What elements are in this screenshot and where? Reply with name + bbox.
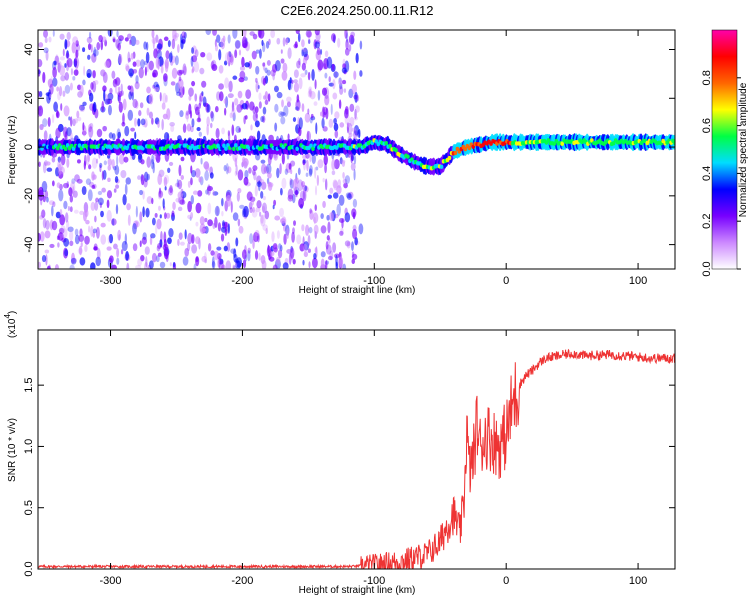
- snr-multiplier-exponent: 4: [3, 314, 12, 319]
- y-tick-label: 1.5: [23, 378, 35, 393]
- spectrogram-image: [38, 30, 675, 269]
- svg-text:(x104): (x104): [3, 311, 18, 338]
- snr-panel: -300 -200 -100 0 100 0.0 0.5 1.0 1.5 Height of …: [3, 311, 676, 596]
- colorbar-ticks: 0.0 0.2 0.4 0.6 0.8: [701, 70, 741, 277]
- y-tick-label: 1.0: [23, 439, 35, 454]
- colorbar-tick-label: 0.6: [701, 118, 713, 133]
- y-tick-label: 0.0: [23, 561, 35, 576]
- spectrogram-y-ticks: -40 -20 0 20 40: [23, 43, 675, 253]
- x-tick-label: -300: [100, 575, 122, 587]
- spectrogram-x-ticks: -300 -200 -100 0 100: [100, 30, 647, 287]
- x-tick-label: -100: [363, 275, 385, 287]
- colorbar-gradient: [711, 29, 738, 270]
- y-tick-label: 40: [23, 43, 35, 55]
- colorbar-tick-label: 0.4: [701, 166, 713, 181]
- colorbar-label: Normalized spectral amplitude: [738, 82, 749, 217]
- y-tick-label: -40: [23, 237, 35, 253]
- y-tick-label: -20: [23, 188, 35, 204]
- colorbar-tick-label: 0.2: [701, 214, 713, 229]
- colorbar-tick-label: 0.8: [701, 70, 713, 85]
- x-tick-label: -200: [231, 575, 253, 587]
- snr-multiplier-base: (x10: [7, 318, 18, 338]
- snr-y-ticks: 0.0 0.5 1.0 1.5: [23, 378, 675, 577]
- x-tick-label: 0: [503, 275, 509, 287]
- y-tick-label: 0.5: [23, 500, 35, 515]
- snr-background: [38, 330, 675, 569]
- x-tick-label: -200: [231, 275, 253, 287]
- x-tick-label: -100: [363, 575, 385, 587]
- colorbar: 0.0 0.2 0.4 0.6 0.8 Normalized spectral ampl…: [701, 29, 749, 277]
- colorbar-tick-label: 0.0: [701, 261, 713, 276]
- y-tick-label: 20: [23, 92, 35, 104]
- spectrogram-frame: [37, 29, 676, 270]
- x-tick-label: -300: [100, 275, 122, 287]
- x-tick-label: 0: [503, 575, 509, 587]
- snr-x-label: Height of straight line (km): [299, 585, 416, 596]
- snr-frame: [37, 329, 676, 570]
- figure-title: C2E6.2024.250.00.11.R12: [281, 3, 434, 18]
- y-tick-label: 0: [23, 144, 35, 150]
- snr-series-line: [38, 348, 675, 569]
- spectrogram-x-label: Height of straight line (km): [299, 285, 416, 296]
- snr-x-ticks: -300 -200 -100 0 100: [100, 330, 647, 587]
- snr-y-label: SNR (10 * v/v): [7, 418, 18, 482]
- x-tick-label: 100: [629, 575, 647, 587]
- spectrogram-y-label: Frequency (Hz): [7, 116, 18, 185]
- x-tick-label: 100: [629, 275, 647, 287]
- snr-multiplier: (x104): [3, 311, 18, 338]
